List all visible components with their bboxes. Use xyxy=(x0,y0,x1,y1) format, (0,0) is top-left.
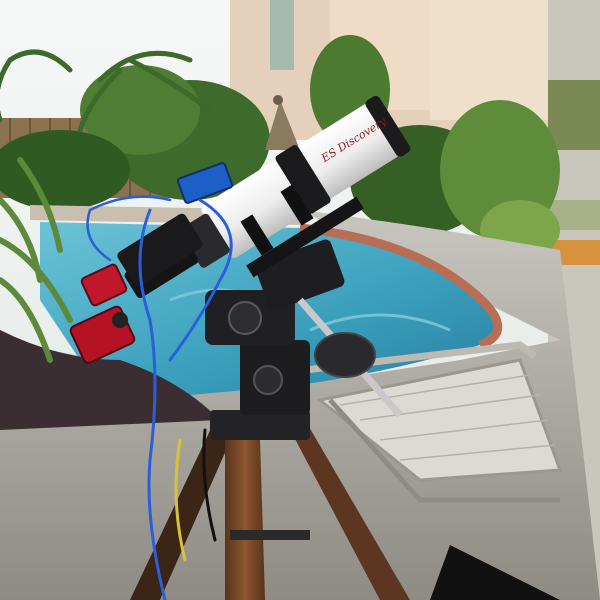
pool-coping xyxy=(299,223,503,350)
palm-tree-icon xyxy=(0,49,213,133)
counterweight xyxy=(314,332,376,378)
house-window xyxy=(270,0,294,70)
patio-umbrella xyxy=(265,95,300,150)
equatorial-mount xyxy=(205,239,403,418)
foreground-plants xyxy=(0,157,220,430)
garden-shrubs xyxy=(0,35,560,260)
usb-cables xyxy=(86,195,233,600)
dew-shield-band xyxy=(275,145,331,214)
laptop-corner xyxy=(430,545,560,600)
controller-box xyxy=(176,162,234,204)
